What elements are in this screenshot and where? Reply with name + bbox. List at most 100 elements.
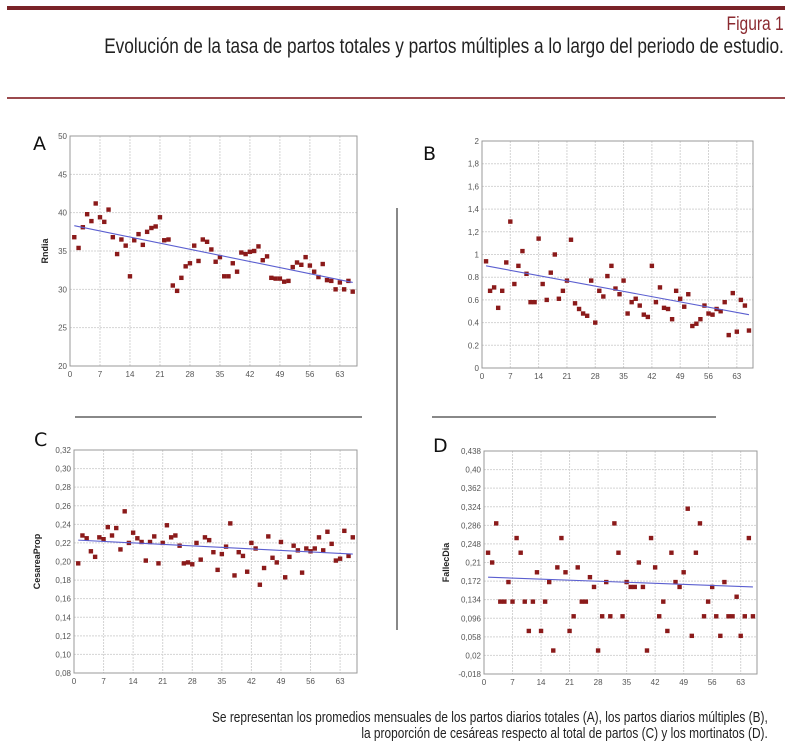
panel-letter: B — [423, 143, 436, 165]
y-tick-label: 0 — [475, 364, 480, 373]
data-point — [239, 250, 244, 255]
data-point — [648, 535, 654, 541]
data-point — [261, 565, 267, 571]
data-point — [518, 550, 523, 555]
data-point — [591, 584, 597, 590]
data-point — [290, 264, 295, 270]
x-tick-label: 56 — [704, 372, 713, 381]
data-point — [308, 549, 313, 554]
data-point — [620, 614, 625, 619]
data-point — [307, 263, 313, 268]
data-point — [599, 614, 605, 619]
data-point — [514, 535, 519, 541]
data-point — [601, 294, 606, 299]
data-point — [92, 554, 98, 560]
y-tick-label: 45 — [58, 170, 67, 179]
data-point — [653, 299, 659, 305]
x-tick-label: 28 — [185, 370, 194, 379]
x-tick-label: 7 — [510, 678, 515, 687]
data-point — [294, 260, 300, 265]
data-point — [522, 599, 527, 604]
x-tick-label: 35 — [217, 677, 226, 686]
data-point — [164, 523, 170, 528]
data-point — [228, 521, 233, 526]
data-point — [661, 305, 667, 311]
data-point — [576, 306, 582, 312]
y-tick-label: 0,14 — [55, 613, 71, 622]
data-point — [72, 235, 77, 240]
top-rule — [7, 6, 785, 10]
data-point — [746, 328, 752, 333]
x-tick-label: 28 — [591, 372, 600, 381]
data-point — [682, 304, 687, 309]
data-point — [559, 535, 564, 541]
data-point — [76, 245, 81, 251]
data-point — [649, 263, 655, 269]
data-point — [266, 534, 271, 539]
y-tick-label: 0,18 — [55, 576, 71, 585]
data-point — [694, 321, 699, 326]
data-point — [512, 281, 517, 287]
data-point — [243, 251, 248, 257]
data-point — [119, 237, 124, 242]
x-tick-label: 42 — [647, 372, 656, 381]
x-tick-label: 63 — [736, 678, 745, 687]
data-point — [633, 296, 638, 301]
data-point — [97, 535, 102, 540]
x-tick-label: 7 — [98, 370, 103, 379]
x-tick-label: 14 — [126, 370, 135, 379]
data-point — [76, 561, 81, 566]
data-point — [722, 299, 727, 305]
data-point — [584, 313, 590, 318]
x-tick-label: 49 — [676, 372, 685, 381]
data-point — [734, 594, 739, 599]
y-tick-label: 1,4 — [468, 205, 480, 214]
y-tick-label: 0,172 — [461, 577, 482, 586]
data-point — [734, 329, 740, 334]
caption-line-1: Se representan los promedios mensuales d… — [212, 710, 768, 726]
chart-panel-c: C 0 7 14 21 28 35 42 49 56 63 0,08 0,10 0,12 0,14 0,16 0… — [32, 429, 358, 686]
data-point — [563, 570, 568, 575]
x-tick-label: 49 — [275, 370, 284, 379]
x-tick-label: 7 — [508, 372, 513, 381]
data-point — [530, 599, 536, 604]
data-point — [226, 274, 231, 279]
y-tick-label: 25 — [58, 324, 67, 333]
data-point — [616, 550, 621, 555]
data-point — [170, 283, 176, 288]
data-point — [726, 614, 731, 619]
data-point — [706, 311, 711, 316]
data-point — [746, 535, 752, 541]
data-point — [548, 270, 553, 275]
data-point — [209, 247, 214, 252]
y-tick-label: 1,2 — [468, 228, 480, 237]
data-point — [487, 288, 493, 294]
data-point — [571, 614, 576, 619]
data-point — [350, 289, 355, 294]
data-point — [661, 599, 666, 604]
data-point — [109, 533, 115, 538]
x-tick-label: 49 — [277, 677, 286, 686]
data-point — [257, 582, 263, 587]
y-tick-label: 0,21 — [465, 559, 481, 568]
data-point — [325, 529, 330, 534]
data-point — [204, 239, 210, 244]
data-point — [710, 312, 715, 317]
y-tick-label: 1,6 — [468, 182, 480, 191]
data-point — [506, 579, 511, 585]
data-point — [494, 521, 499, 526]
data-point — [612, 521, 617, 526]
data-point — [211, 550, 216, 555]
x-tick-label: 21 — [156, 370, 165, 379]
y-tick-label: 0,32 — [55, 446, 71, 455]
panel-letter: D — [433, 435, 448, 457]
data-point — [617, 292, 622, 297]
y-tick-label: 0,20 — [55, 558, 71, 567]
data-point — [88, 549, 94, 554]
data-point — [135, 536, 140, 541]
data-point — [500, 288, 505, 294]
data-point — [102, 219, 107, 225]
data-point — [579, 599, 584, 604]
data-point — [605, 273, 610, 279]
